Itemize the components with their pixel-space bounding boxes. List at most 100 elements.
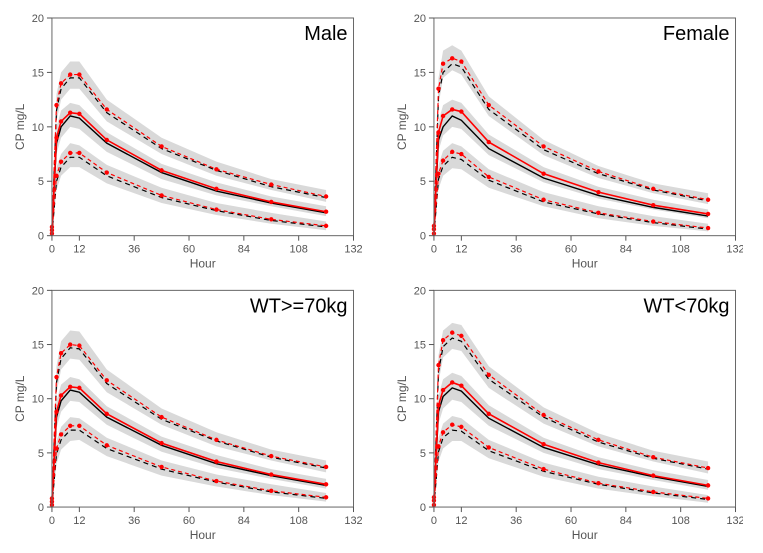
sim-marker bbox=[486, 411, 490, 415]
sim-marker bbox=[450, 380, 454, 384]
sim-marker bbox=[68, 151, 72, 155]
x-tick-label: 36 bbox=[510, 515, 522, 527]
x-tick-label: 60 bbox=[183, 515, 195, 527]
x-tick-label: 108 bbox=[671, 244, 689, 256]
x-tick-label: 132 bbox=[344, 244, 361, 256]
sim-marker bbox=[440, 430, 444, 434]
sim-marker bbox=[436, 87, 440, 91]
sim-marker bbox=[440, 158, 444, 162]
sim-marker bbox=[440, 62, 444, 66]
x-tick-label: 0 bbox=[430, 515, 436, 527]
sim-marker bbox=[541, 144, 545, 148]
sim-marker bbox=[436, 130, 440, 134]
y-tick-label: 20 bbox=[32, 285, 44, 297]
sim-marker bbox=[436, 403, 440, 407]
sim-marker bbox=[541, 467, 545, 471]
sim-marker bbox=[159, 193, 163, 197]
sim-marker bbox=[541, 198, 545, 202]
sim-marker bbox=[705, 465, 709, 469]
sim-marker bbox=[54, 374, 58, 378]
x-tick-label: 132 bbox=[726, 515, 743, 527]
y-axis-label: CP mg/L bbox=[394, 103, 408, 150]
sim-marker bbox=[436, 363, 440, 367]
sim-marker bbox=[54, 136, 58, 140]
x-tick-label: 132 bbox=[726, 244, 743, 256]
y-tick-label: 5 bbox=[38, 447, 44, 459]
sim-marker bbox=[105, 411, 109, 415]
sim-marker bbox=[486, 103, 490, 107]
x-tick-label: 108 bbox=[290, 515, 308, 527]
y-axis-label: CP mg/L bbox=[394, 375, 408, 422]
sim-marker bbox=[459, 152, 463, 156]
sim-marker bbox=[450, 330, 454, 334]
sim-marker bbox=[105, 443, 109, 447]
panel-male: 01236608410813205101520HourCP mg/LMale bbox=[10, 10, 362, 272]
y-tick-label: 0 bbox=[38, 502, 44, 514]
x-tick-label: 0 bbox=[430, 244, 436, 256]
sim-marker bbox=[440, 114, 444, 118]
x-tick-label: 0 bbox=[49, 244, 55, 256]
sim-marker bbox=[486, 372, 490, 376]
x-tick-label: 60 bbox=[564, 244, 576, 256]
sim-marker bbox=[459, 424, 463, 428]
sim-marker bbox=[324, 194, 328, 198]
panel-title: WT<70kg bbox=[643, 295, 729, 317]
x-tick-label: 60 bbox=[564, 515, 576, 527]
sim-marker bbox=[77, 112, 81, 116]
sim-marker bbox=[324, 495, 328, 499]
panel-svg: 01236608410813205101520HourCP mg/LWT<70k… bbox=[392, 282, 744, 543]
y-tick-label: 0 bbox=[38, 231, 44, 243]
sim-marker bbox=[596, 211, 600, 215]
x-tick-label: 84 bbox=[238, 244, 250, 256]
sim-marker bbox=[459, 109, 463, 113]
sim-marker bbox=[596, 437, 600, 441]
sim-marker bbox=[269, 454, 273, 458]
sim-marker bbox=[541, 442, 545, 446]
sim-marker bbox=[77, 423, 81, 427]
x-tick-label: 84 bbox=[238, 515, 250, 527]
sim-marker bbox=[450, 150, 454, 154]
sim-marker bbox=[450, 56, 454, 60]
sim-marker bbox=[596, 169, 600, 173]
sim-marker bbox=[596, 481, 600, 485]
sim-marker bbox=[214, 459, 218, 463]
sim-marker bbox=[651, 489, 655, 493]
x-axis-label: Hour bbox=[571, 528, 597, 542]
sim-marker bbox=[705, 226, 709, 230]
sim-marker bbox=[459, 333, 463, 337]
panel-title: Male bbox=[304, 23, 347, 45]
x-tick-label: 12 bbox=[73, 515, 85, 527]
sim-marker bbox=[269, 472, 273, 476]
sim-marker bbox=[596, 460, 600, 464]
sim-marker bbox=[77, 72, 81, 76]
sim-marker bbox=[324, 224, 328, 228]
panel-svg: 01236608410813205101520HourCP mg/LFemale bbox=[392, 10, 744, 272]
sim-marker bbox=[214, 207, 218, 211]
y-tick-label: 0 bbox=[419, 502, 425, 514]
sim-marker bbox=[324, 210, 328, 214]
y-tick-label: 0 bbox=[419, 231, 425, 243]
y-axis-label: CP mg/L bbox=[13, 103, 27, 150]
y-tick-label: 10 bbox=[32, 393, 44, 405]
x-tick-label: 84 bbox=[619, 515, 631, 527]
sim-marker bbox=[440, 338, 444, 342]
sim-marker bbox=[269, 182, 273, 186]
panel-wt-lt-70: 01236608410813205101520HourCP mg/LWT<70k… bbox=[392, 282, 744, 543]
sim-marker bbox=[450, 107, 454, 111]
y-tick-label: 15 bbox=[413, 67, 425, 79]
x-axis-label: Hour bbox=[571, 257, 597, 271]
y-tick-label: 15 bbox=[32, 67, 44, 79]
sim-marker bbox=[214, 478, 218, 482]
y-tick-label: 10 bbox=[413, 122, 425, 134]
x-tick-label: 60 bbox=[183, 244, 195, 256]
sim-marker bbox=[77, 343, 81, 347]
sim-marker bbox=[214, 167, 218, 171]
sim-marker bbox=[68, 342, 72, 346]
sim-marker bbox=[486, 140, 490, 144]
sim-marker bbox=[651, 455, 655, 459]
figure-root: { "layout": { "rows": 2, "cols": 2, "bac… bbox=[0, 0, 763, 553]
sim-marker bbox=[436, 444, 440, 448]
sim-marker bbox=[59, 81, 63, 85]
y-tick-label: 15 bbox=[32, 339, 44, 351]
sim-marker bbox=[269, 488, 273, 492]
